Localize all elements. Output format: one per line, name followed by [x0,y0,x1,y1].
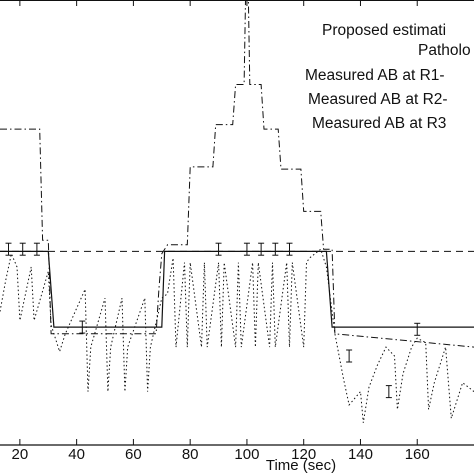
error-bar [33,242,40,256]
error-bar [258,242,265,256]
legend-label-measured-r1: Measured AB at R1- [305,67,445,84]
error-bar [346,349,353,363]
x-tick-label: 20 [12,446,29,463]
error-bar [272,242,279,256]
x-tick-label: 160 [405,446,430,463]
error-bar [286,242,293,256]
error-bar [215,242,222,256]
legend-label-proposed: Proposed estimati [322,22,446,39]
error-bar [414,322,421,336]
legend-label-measured-r2: Measured AB at R2- [308,91,448,108]
x-axis-title: Time (sec) [266,457,336,474]
series-line-2 [0,0,474,348]
x-tick-label: 100 [234,446,259,463]
x-tick-label: 40 [68,446,85,463]
error-bar-layer [5,242,421,399]
x-tick-label: 140 [348,446,373,463]
legend-label-patholo: Patholo [418,42,471,59]
error-bar [385,385,392,399]
error-bar [243,242,250,256]
legend: Proposed estimati Patholo Measured AB at… [305,22,471,132]
legend-label-measured-r3: Measured AB at R3 [312,115,446,132]
x-tick-label: 120 [291,446,316,463]
series-line-3 [0,248,474,423]
x-tick-label: 80 [182,446,199,463]
x-tick-layer: 20 40 60 80 100 120 140 160 [12,0,430,463]
x-tick-label: 60 [125,446,142,463]
error-bar [79,320,86,334]
series-layer [0,0,474,423]
error-bar [5,242,12,256]
error-bar [19,242,26,256]
plot-axes [0,0,474,446]
